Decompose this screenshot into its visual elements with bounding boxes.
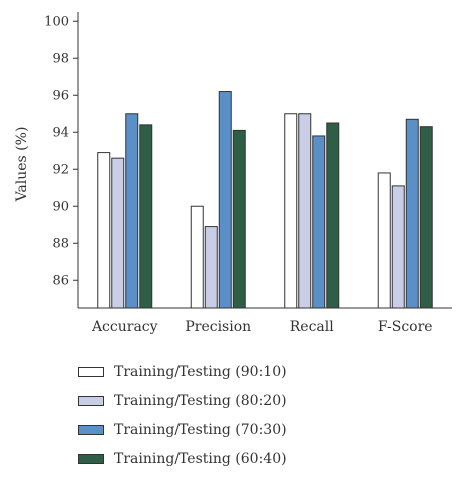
legend-label: Training/Testing (80:20) bbox=[114, 392, 287, 409]
legend-item: Training/Testing (80:20) bbox=[78, 386, 287, 415]
bar bbox=[312, 135, 326, 309]
y-tick-label: 100 bbox=[44, 14, 69, 29]
y-tick-label: 92 bbox=[52, 162, 69, 177]
x-tick-label: Precision bbox=[185, 319, 251, 335]
bar bbox=[284, 113, 298, 309]
x-tick-label: Recall bbox=[290, 319, 334, 335]
bar bbox=[139, 124, 153, 309]
y-axis-title: Values (%) bbox=[14, 127, 30, 203]
legend-swatch bbox=[78, 395, 104, 406]
y-tick-label: 94 bbox=[52, 125, 69, 140]
legend-label: Training/Testing (90:10) bbox=[114, 363, 287, 380]
bar-chart: 86 88 90 92 94 96 98 100 Accuracy Precision Recal… bbox=[14, 12, 452, 335]
bar bbox=[111, 157, 125, 309]
bar bbox=[232, 129, 246, 309]
y-tick-label: 96 bbox=[52, 88, 69, 103]
bar bbox=[326, 122, 340, 309]
legend-item: Training/Testing (60:40) bbox=[78, 444, 287, 473]
y-tick-label: 88 bbox=[52, 236, 69, 251]
legend-swatch bbox=[78, 366, 104, 377]
y-tick-label: 90 bbox=[52, 199, 69, 214]
legend-label: Training/Testing (70:30) bbox=[114, 421, 287, 438]
bar bbox=[218, 91, 232, 309]
legend-item: Training/Testing (90:10) bbox=[78, 357, 287, 386]
y-axis: 86 88 90 92 94 96 98 100 bbox=[44, 12, 79, 308]
x-tick-label: Accuracy bbox=[91, 319, 158, 335]
bar bbox=[125, 113, 139, 309]
legend: Training/Testing (90:10) Training/Testing… bbox=[78, 357, 287, 473]
y-tick-label: 86 bbox=[52, 273, 69, 288]
legend-swatch bbox=[78, 453, 104, 464]
bar bbox=[97, 152, 111, 309]
legend-label: Training/Testing (60:40) bbox=[114, 450, 287, 467]
bars-group bbox=[97, 91, 433, 309]
y-tick-label: 98 bbox=[52, 51, 69, 66]
bar bbox=[419, 126, 433, 309]
bar bbox=[391, 185, 405, 309]
legend-swatch bbox=[78, 424, 104, 435]
bar bbox=[204, 226, 218, 309]
bar bbox=[377, 172, 391, 309]
x-axis: Accuracy Precision Recall F-Score bbox=[78, 307, 452, 335]
bar bbox=[405, 118, 419, 309]
bar bbox=[298, 113, 312, 309]
x-tick-label: F-Score bbox=[378, 319, 433, 335]
legend-item: Training/Testing (70:30) bbox=[78, 415, 287, 444]
bar bbox=[190, 205, 204, 309]
